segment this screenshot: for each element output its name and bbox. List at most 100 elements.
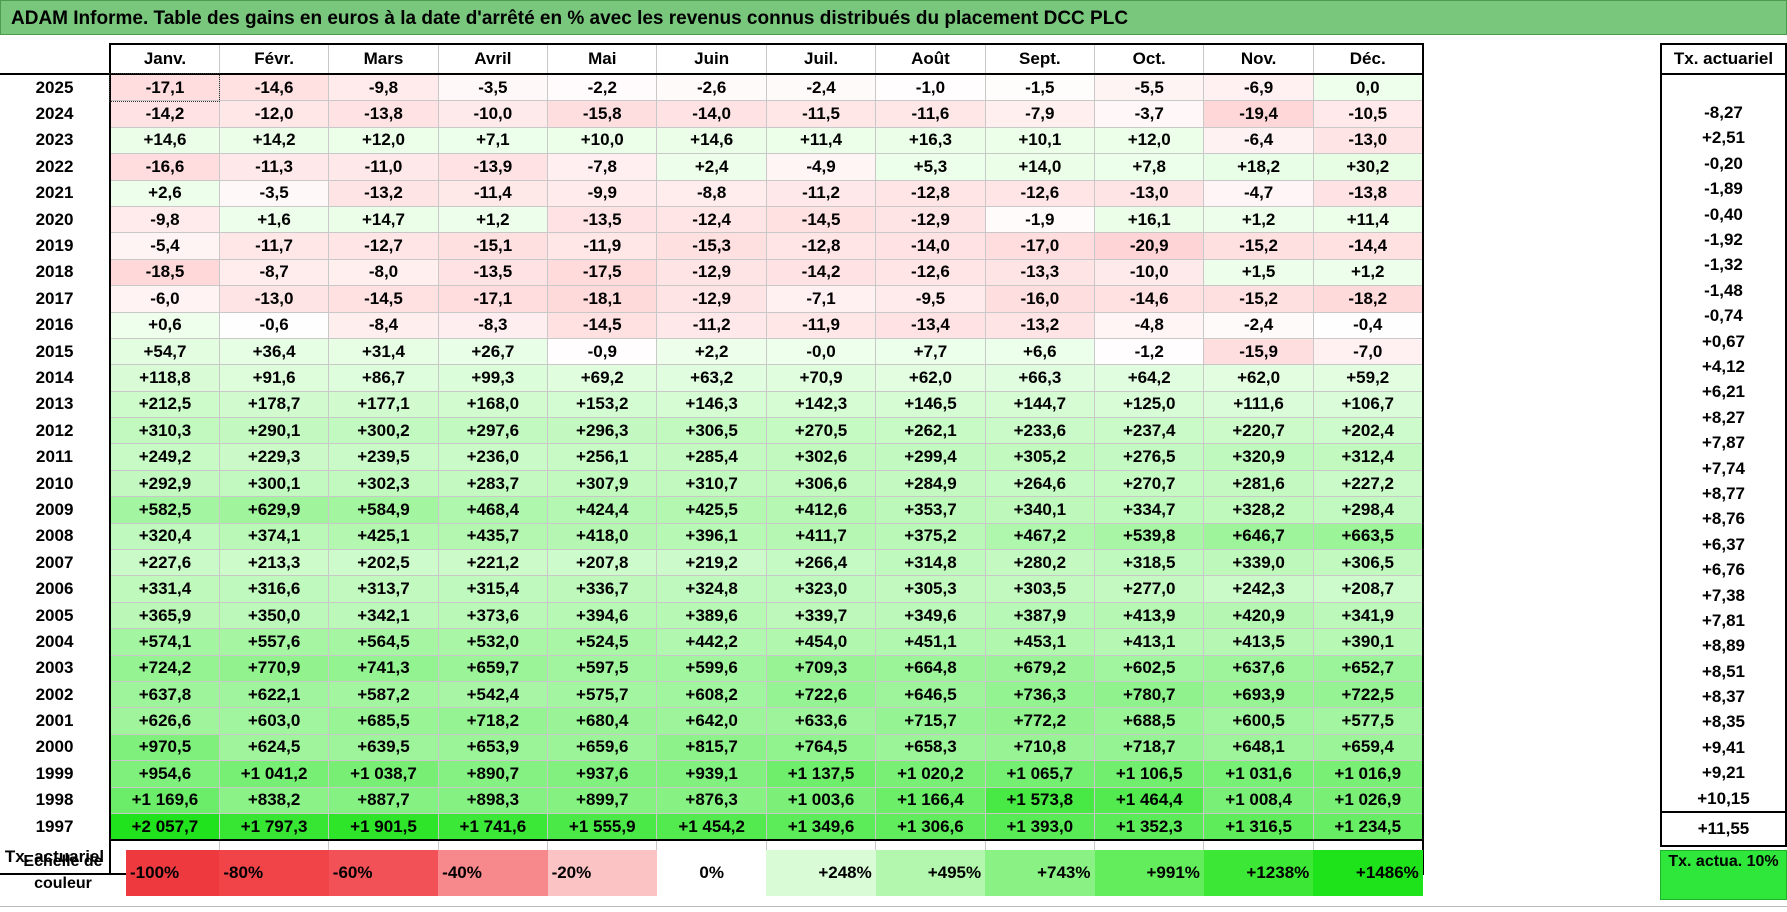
gain-cell[interactable]: +1 234,5 [1312, 812, 1424, 842]
gain-cell[interactable]: +1 016,9 [1312, 760, 1424, 788]
gain-cell[interactable]: -3,5 [437, 73, 549, 102]
gain-cell[interactable]: -11,4 [437, 179, 549, 207]
gain-cell[interactable]: +66,3 [984, 364, 1096, 392]
gain-cell[interactable]: -11,7 [218, 232, 330, 260]
gain-cell[interactable]: +312,4 [1312, 443, 1424, 471]
gain-cell[interactable]: +202,5 [328, 549, 439, 577]
gain-cell[interactable]: +365,9 [109, 601, 220, 630]
gain-cell[interactable]: +887,7 [328, 786, 439, 814]
gain-cell[interactable]: +320,4 [109, 522, 220, 551]
gain-cell[interactable]: +646,5 [875, 680, 986, 709]
gain-cell[interactable]: +14,0 [984, 153, 1096, 181]
gain-cell[interactable]: -8,7 [218, 258, 330, 287]
gain-cell[interactable]: +125,0 [1094, 390, 1205, 419]
gain-cell[interactable]: -18,2 [1312, 285, 1424, 313]
gain-cell[interactable]: +342,1 [328, 601, 439, 630]
gain-cell[interactable]: +1 393,0 [984, 812, 1096, 842]
gain-cell[interactable]: -18,5 [109, 258, 220, 287]
gain-cell[interactable]: +709,3 [765, 654, 877, 682]
gain-cell[interactable]: -15,3 [656, 232, 767, 260]
gain-cell[interactable]: +350,0 [218, 601, 330, 630]
gain-cell[interactable]: +622,1 [218, 680, 330, 709]
gain-cell[interactable]: +340,1 [984, 496, 1096, 524]
gain-cell[interactable]: +1 306,6 [875, 812, 986, 842]
gain-cell[interactable]: +659,4 [1312, 733, 1424, 762]
gain-cell[interactable]: +626,6 [109, 707, 220, 735]
gain-cell[interactable]: +239,5 [328, 443, 439, 471]
gain-cell[interactable]: +659,6 [547, 733, 658, 762]
gain-cell[interactable]: +236,0 [437, 443, 549, 471]
gain-cell[interactable]: +637,6 [1203, 654, 1314, 682]
gain-cell[interactable]: -14,2 [765, 258, 877, 287]
gain-cell[interactable]: +1 003,6 [765, 786, 877, 814]
gain-cell[interactable]: +229,3 [218, 443, 330, 471]
gain-cell[interactable]: +680,4 [547, 707, 658, 735]
gain-cell[interactable]: +648,1 [1203, 733, 1314, 762]
gain-cell[interactable]: +277,0 [1094, 575, 1205, 603]
gain-cell[interactable]: +1 065,7 [984, 760, 1096, 788]
gain-cell[interactable]: -14,4 [1312, 232, 1424, 260]
gain-cell[interactable]: +7,8 [1094, 153, 1205, 181]
gain-cell[interactable]: +233,6 [984, 417, 1096, 445]
gain-cell[interactable]: +336,7 [547, 575, 658, 603]
gain-cell[interactable]: -8,3 [437, 311, 549, 339]
gain-cell[interactable]: +349,6 [875, 601, 986, 630]
gain-cell[interactable]: -0,9 [547, 337, 658, 366]
gain-cell[interactable]: -16,0 [984, 285, 1096, 313]
gain-cell[interactable]: +524,5 [547, 628, 658, 656]
gain-cell[interactable]: +1 008,4 [1203, 786, 1314, 814]
gain-cell[interactable]: +899,7 [547, 786, 658, 814]
gain-cell[interactable]: +2,4 [656, 153, 767, 181]
gain-cell[interactable]: +574,1 [109, 628, 220, 656]
gain-cell[interactable]: +718,2 [437, 707, 549, 735]
gain-cell[interactable]: +328,2 [1203, 496, 1314, 524]
gain-cell[interactable]: -9,8 [109, 205, 220, 234]
gain-cell[interactable]: +14,7 [328, 205, 439, 234]
gain-cell[interactable]: +300,1 [218, 469, 330, 498]
gain-cell[interactable]: +86,7 [328, 364, 439, 392]
gain-cell[interactable]: +310,3 [109, 417, 220, 445]
gain-cell[interactable]: +285,4 [656, 443, 767, 471]
gain-cell[interactable]: -11,2 [656, 311, 767, 339]
gain-cell[interactable]: -14,6 [1094, 285, 1205, 313]
gain-cell[interactable]: +633,6 [765, 707, 877, 735]
gain-cell[interactable]: +970,5 [109, 733, 220, 762]
gain-cell[interactable]: +106,7 [1312, 390, 1424, 419]
gain-cell[interactable]: +1,2 [1312, 258, 1424, 287]
gain-cell[interactable]: +303,5 [984, 575, 1096, 603]
gain-cell[interactable]: +724,2 [109, 654, 220, 682]
gain-cell[interactable]: -13,8 [328, 100, 439, 128]
gain-cell[interactable]: +305,2 [984, 443, 1096, 471]
gain-cell[interactable]: +1,5 [1203, 258, 1314, 287]
gain-cell[interactable]: +276,5 [1094, 443, 1205, 471]
gain-cell[interactable]: +741,3 [328, 654, 439, 682]
gain-cell[interactable]: +2,2 [656, 337, 767, 366]
gain-cell[interactable]: -12,6 [984, 179, 1096, 207]
gain-cell[interactable]: +608,2 [656, 680, 767, 709]
gain-cell[interactable]: +283,7 [437, 469, 549, 498]
gain-cell[interactable]: -14,5 [547, 311, 658, 339]
gain-cell[interactable]: +2 057,7 [109, 812, 220, 842]
gain-cell[interactable]: -2,2 [547, 73, 658, 102]
gain-cell[interactable]: +242,3 [1203, 575, 1314, 603]
gain-cell[interactable]: +389,6 [656, 601, 767, 630]
gain-cell[interactable]: +14,6 [656, 126, 767, 155]
gain-cell[interactable]: +339,7 [765, 601, 877, 630]
gain-cell[interactable]: +1 106,5 [1094, 760, 1205, 788]
gain-cell[interactable]: +16,1 [1094, 205, 1205, 234]
gain-cell[interactable]: +296,3 [547, 417, 658, 445]
gain-cell[interactable]: +564,5 [328, 628, 439, 656]
gain-cell[interactable]: +306,5 [1312, 549, 1424, 577]
gain-cell[interactable]: -12,8 [875, 179, 986, 207]
gain-cell[interactable]: +1,2 [437, 205, 549, 234]
gain-cell[interactable]: +815,7 [656, 733, 767, 762]
gain-cell[interactable]: +59,2 [1312, 364, 1424, 392]
gain-cell[interactable]: -2,4 [1203, 311, 1314, 339]
gain-cell[interactable]: +305,3 [875, 575, 986, 603]
gain-cell[interactable]: +715,7 [875, 707, 986, 735]
gain-cell[interactable]: +16,3 [875, 126, 986, 155]
gain-cell[interactable]: +26,7 [437, 337, 549, 366]
gain-cell[interactable]: +18,2 [1203, 153, 1314, 181]
gain-cell[interactable]: +1 169,6 [109, 786, 220, 814]
gain-cell[interactable]: +290,1 [218, 417, 330, 445]
